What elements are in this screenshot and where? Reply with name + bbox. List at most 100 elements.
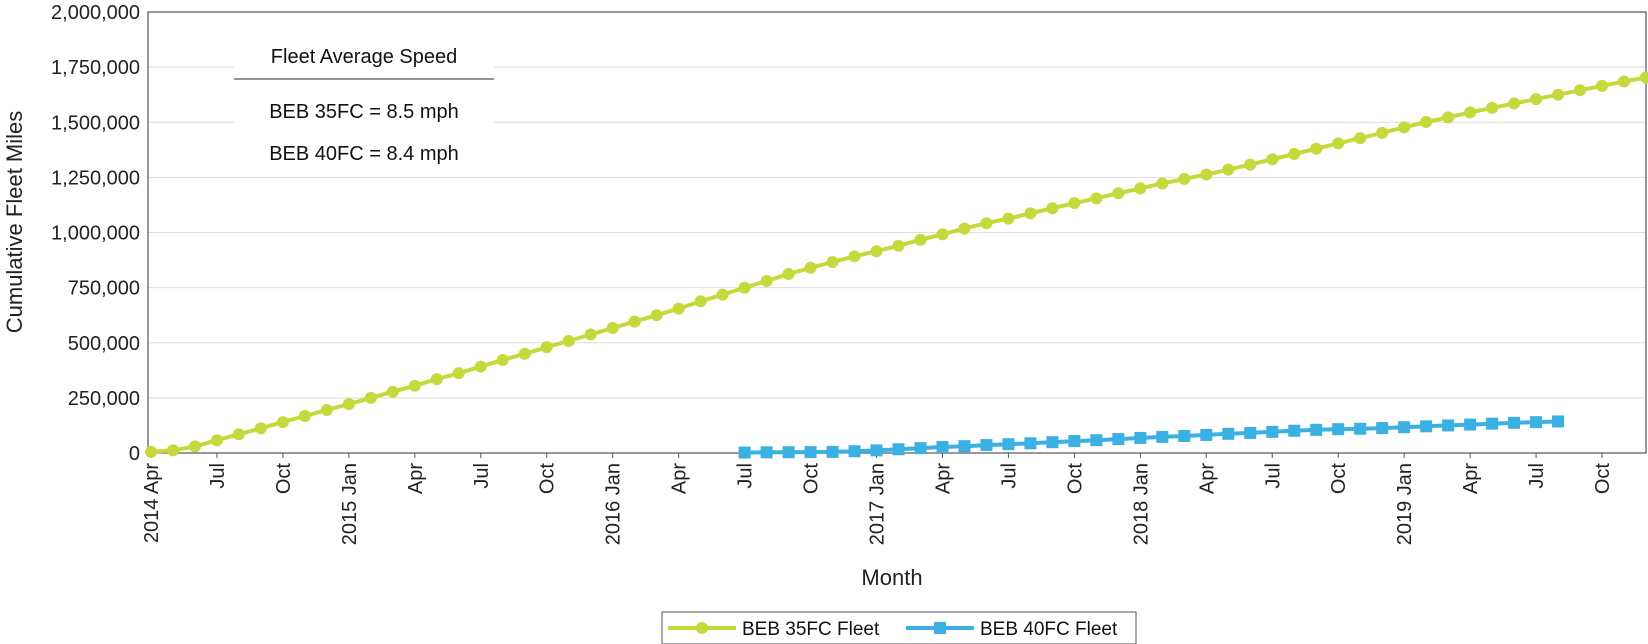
data-point bbox=[848, 250, 861, 263]
data-point bbox=[1266, 153, 1279, 166]
data-point bbox=[1508, 97, 1521, 110]
data-point bbox=[1068, 435, 1081, 448]
data-point bbox=[760, 446, 773, 459]
data-point bbox=[1618, 75, 1631, 88]
x-tick-label: Jul bbox=[735, 463, 757, 489]
x-tick-label: Oct bbox=[1064, 463, 1086, 495]
data-point bbox=[1178, 172, 1191, 185]
data-point bbox=[1464, 106, 1477, 119]
data-point bbox=[848, 445, 861, 458]
data-point bbox=[760, 275, 773, 288]
data-point bbox=[1354, 132, 1367, 145]
data-point bbox=[145, 445, 157, 458]
legend-marker-40fc bbox=[934, 622, 946, 634]
x-tick-label: Jul bbox=[1526, 463, 1548, 489]
data-point bbox=[1508, 416, 1521, 429]
y-axis-ticks: 0 250,000 500,000 750,000 1,000,000 1,250,000… bbox=[51, 2, 140, 465]
x-tick-label: Apr bbox=[1460, 463, 1482, 494]
x-tick-label: Jul bbox=[471, 463, 493, 489]
y-tick-label: 2,000,000 bbox=[51, 2, 140, 24]
data-point bbox=[914, 442, 927, 455]
data-point bbox=[232, 428, 245, 441]
x-axis-ticks: 2014 Apr Jul Oct 2015 Jan Apr Jul Oct 2016 Jan A… bbox=[141, 453, 1614, 545]
data-point bbox=[298, 409, 311, 422]
x-tick-label: Oct bbox=[1592, 463, 1614, 495]
x-tick-label: 2016 Jan bbox=[603, 463, 625, 545]
data-point bbox=[650, 309, 663, 322]
x-tick-label: 2019 Jan bbox=[1394, 463, 1416, 545]
data-point bbox=[1442, 419, 1455, 432]
data-point bbox=[694, 295, 707, 308]
data-point bbox=[562, 334, 575, 347]
data-point bbox=[870, 444, 883, 457]
annotation-title: Fleet Average Speed bbox=[271, 46, 457, 68]
legend-marker-35fc bbox=[696, 622, 708, 634]
data-point bbox=[804, 446, 817, 459]
data-point bbox=[716, 288, 729, 301]
y-tick-label: 1,500,000 bbox=[51, 112, 140, 134]
data-point bbox=[474, 360, 487, 373]
data-point bbox=[1156, 177, 1169, 190]
data-point bbox=[1178, 430, 1191, 443]
data-point bbox=[1376, 126, 1389, 139]
data-point bbox=[386, 385, 399, 398]
data-point bbox=[1420, 116, 1433, 129]
annotation-line-35fc: BEB 35FC = 8.5 mph bbox=[269, 101, 459, 123]
data-point bbox=[1024, 207, 1037, 220]
data-point bbox=[430, 373, 443, 386]
data-point bbox=[1332, 423, 1345, 436]
data-point bbox=[958, 440, 971, 453]
data-point bbox=[1530, 416, 1543, 429]
data-point bbox=[1112, 433, 1125, 446]
data-point bbox=[738, 281, 751, 294]
data-point bbox=[1046, 202, 1059, 215]
data-point bbox=[1200, 428, 1213, 441]
data-point bbox=[1530, 93, 1543, 106]
data-point bbox=[1354, 422, 1367, 435]
data-point bbox=[1222, 427, 1235, 440]
data-point bbox=[1200, 168, 1213, 181]
data-point bbox=[1288, 424, 1301, 437]
data-point bbox=[1332, 137, 1345, 150]
x-tick-label: Jul bbox=[1262, 463, 1284, 489]
data-point bbox=[1486, 417, 1499, 430]
data-point bbox=[166, 444, 179, 457]
x-tick-label: Apr bbox=[1196, 463, 1218, 494]
x-tick-label: Apr bbox=[669, 463, 691, 494]
data-point bbox=[1464, 418, 1477, 431]
data-point bbox=[1310, 142, 1323, 155]
data-point bbox=[1398, 421, 1411, 434]
y-tick-label: 1,250,000 bbox=[51, 167, 140, 189]
series-40fc bbox=[738, 415, 1565, 459]
data-point bbox=[782, 267, 795, 280]
x-tick-label: Jul bbox=[207, 463, 229, 489]
x-tick-label: Oct bbox=[801, 463, 823, 495]
y-tick-label: 250,000 bbox=[68, 388, 140, 410]
data-point bbox=[1024, 437, 1037, 450]
data-point bbox=[1552, 88, 1565, 101]
annotation-background bbox=[234, 30, 494, 166]
x-tick-label: Oct bbox=[537, 463, 559, 495]
data-point bbox=[1112, 187, 1125, 200]
data-point bbox=[408, 379, 421, 392]
x-tick-label: 2014 Apr bbox=[141, 463, 163, 543]
data-point bbox=[342, 398, 355, 411]
data-point bbox=[1288, 148, 1301, 161]
speed-annotation: Fleet Average Speed BEB 35FC = 8.5 mph B… bbox=[234, 30, 494, 166]
data-point bbox=[980, 439, 993, 452]
x-tick-label: 2018 Jan bbox=[1130, 463, 1152, 545]
y-tick-label: 1,000,000 bbox=[51, 223, 140, 245]
x-tick-label: Oct bbox=[1328, 463, 1350, 495]
data-point bbox=[1266, 425, 1279, 438]
data-point bbox=[958, 222, 971, 235]
data-point bbox=[1486, 101, 1499, 114]
x-tick-label: Jul bbox=[998, 463, 1020, 489]
x-tick-label: 2017 Jan bbox=[867, 463, 889, 545]
x-axis-title: Month bbox=[861, 565, 922, 590]
data-point bbox=[1574, 84, 1587, 97]
data-point bbox=[826, 256, 839, 269]
data-point bbox=[1398, 121, 1411, 134]
x-tick-label: Apr bbox=[405, 463, 427, 494]
data-point bbox=[1046, 436, 1059, 449]
